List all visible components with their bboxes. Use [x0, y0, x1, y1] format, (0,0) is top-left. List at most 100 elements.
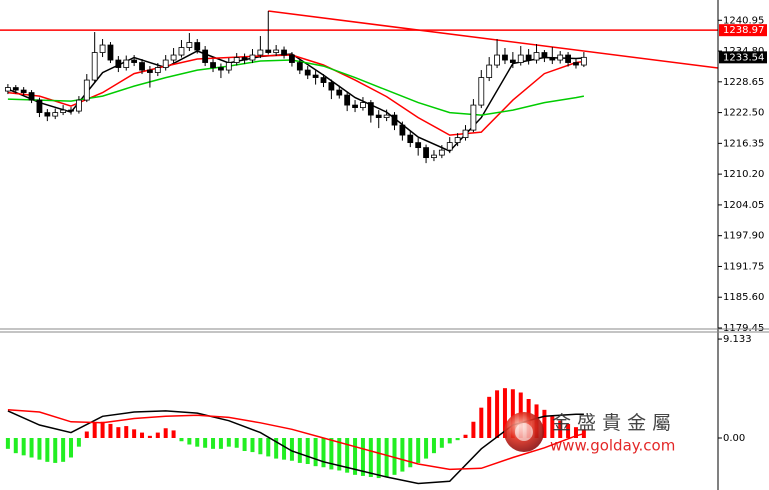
histogram-bar: [297, 438, 302, 463]
candle-body: [320, 77, 327, 83]
histogram-bar: [69, 438, 74, 458]
candle-body: [210, 62, 216, 68]
histogram-bar: [13, 438, 18, 454]
candle-body: [344, 94, 351, 106]
histogram-bar: [179, 438, 184, 442]
y-tick-label: 1210.20: [723, 169, 764, 180]
histogram-bar: [416, 438, 421, 463]
candle-body: [273, 49, 280, 53]
candle-body: [225, 62, 232, 71]
candle-body: [423, 147, 429, 159]
candle-body: [360, 102, 366, 108]
y-tick-label: 1240.95: [723, 15, 764, 26]
histogram-bar: [53, 438, 58, 463]
candle-body: [20, 89, 27, 93]
candle-body: [99, 44, 106, 53]
candle-body: [233, 57, 240, 63]
histogram-bar: [431, 438, 436, 454]
candle-body: [123, 59, 130, 68]
y-tick-label: 9.133: [723, 334, 752, 345]
price-label-box: [719, 24, 767, 37]
histogram-bar: [84, 431, 89, 438]
last-price-box: [719, 51, 767, 64]
logo-core: [515, 423, 533, 441]
histogram-bar: [226, 438, 231, 447]
candle-body: [557, 54, 564, 61]
candle-body: [431, 154, 437, 159]
candle-body: [115, 59, 122, 68]
candle-body: [399, 124, 406, 136]
watermark: 金 盛 貴 金 屬 www.golday.com: [504, 412, 675, 455]
candle-body: [494, 54, 500, 66]
candle-body: [502, 54, 508, 61]
histogram-bar: [155, 432, 160, 438]
y-tick-label: 1197.90: [723, 231, 764, 242]
candle-body: [328, 82, 335, 91]
histogram-bar: [187, 438, 192, 445]
candle-body: [541, 52, 548, 58]
candle-body: [44, 112, 51, 117]
histogram-bar: [573, 427, 578, 438]
histogram-bar: [116, 427, 121, 438]
candle-body: [391, 114, 398, 126]
last-price-label: 1233.54: [723, 52, 764, 63]
candle-body: [367, 102, 374, 116]
histogram-bar: [313, 438, 318, 467]
candle-body: [91, 52, 98, 81]
candle-body: [525, 54, 532, 61]
candle-body: [178, 47, 185, 56]
histogram-bar: [234, 438, 239, 448]
candle-body: [107, 44, 114, 61]
candle-body: [375, 114, 382, 118]
indicator-line: [7, 409, 585, 471]
histogram-bar: [495, 390, 500, 438]
candle-body: [517, 54, 524, 63]
indicator-line: [7, 54, 584, 136]
histogram-bar: [61, 438, 66, 462]
candle-body: [36, 99, 43, 113]
candle-body: [549, 57, 556, 61]
histogram-bar: [147, 435, 152, 438]
candle-body: [486, 64, 493, 78]
candle-body: [565, 54, 571, 63]
histogram-bar: [5, 438, 10, 449]
y-tick-label: 1228.65: [723, 77, 764, 88]
histogram-bar: [76, 438, 81, 447]
indicator-line: [7, 59, 585, 116]
histogram-bar: [37, 438, 42, 460]
candle-body: [28, 92, 35, 101]
histogram-bar: [21, 438, 26, 456]
histogram-bar: [463, 434, 468, 438]
candle-body: [12, 87, 19, 91]
candle-body: [76, 99, 82, 112]
histogram-bar: [510, 389, 515, 438]
histogram-bar: [392, 438, 397, 475]
candle-body: [352, 104, 358, 108]
y-tick-label: 1204.05: [723, 200, 764, 211]
candle-body: [478, 77, 485, 106]
histogram-bar: [329, 438, 334, 470]
candle-body: [202, 49, 209, 63]
histogram-bar: [163, 428, 168, 438]
candle-body: [454, 137, 461, 144]
histogram-bar: [140, 432, 145, 438]
candle-body: [580, 56, 587, 66]
histogram-bar: [455, 438, 460, 441]
candle-body: [383, 114, 390, 118]
histogram-bar: [439, 438, 444, 448]
candle-body: [336, 89, 343, 96]
histogram-bar: [353, 438, 358, 475]
histogram-bar: [566, 423, 571, 438]
candle-body: [415, 142, 422, 149]
indicator-line: [7, 50, 584, 153]
histogram-bar: [360, 438, 365, 476]
y-tick-label: 1216.35: [723, 138, 764, 149]
histogram-bar: [108, 423, 113, 438]
histogram-bar: [92, 422, 97, 438]
plot-area: 1240.951234.801228.651222.501216.351210.…: [0, 10, 764, 485]
candle-body: [4, 87, 11, 92]
histogram-bar: [274, 438, 279, 459]
candle-body: [170, 54, 177, 61]
y-tick-label: 1222.50: [723, 108, 764, 119]
histogram-bar: [408, 438, 413, 468]
